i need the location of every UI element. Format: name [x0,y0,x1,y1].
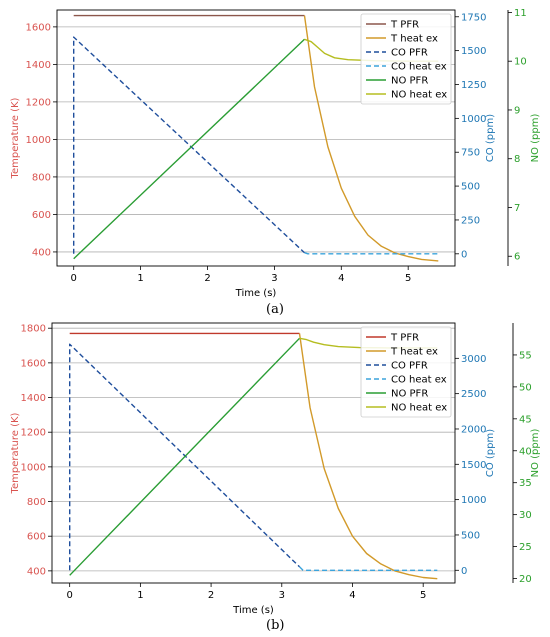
y-co-tick-label: 750 [461,148,480,159]
y-left-tick-label: 1600 [26,22,51,33]
y-no-tick-label: 10 [514,57,527,68]
chart-panel-0: 0 1 2 3 4 5 Time (s) 400 600 800 1000 1200 1400 1600 T… [10,8,541,299]
x-tick-label: 2 [204,273,210,284]
legend-label: CO heat ex [391,62,447,73]
y-left-tick-label: 1600 [21,358,46,369]
y-co-tick-label: 2500 [461,389,486,400]
x-tick-label: 2 [208,590,214,601]
y-co-tick-label: 250 [461,215,480,226]
y-co-tick-label: 3000 [461,354,486,365]
y-co-tick-label: 2000 [461,424,486,435]
x-tick-label: 4 [338,273,344,284]
y-no-tick-label: 45 [519,414,532,425]
x-tick-label: 1 [137,590,143,601]
y-no-tick-label: 11 [514,8,527,19]
y-co-axis-title: CO (ppm) [485,114,496,162]
y-no-axis-title: NO (ppm) [530,429,541,478]
y-co-tick-label: 1000 [461,114,486,125]
y-co-tick-label: 500 [461,182,480,193]
legend-label: CO heat ex [391,375,447,386]
x-tick-label: 3 [271,273,277,284]
x-tick-label: 5 [420,590,426,601]
y-left-tick-label: 1400 [21,393,46,404]
y-no-tick-label: 55 [519,350,532,361]
y-left-tick-label: 1000 [26,135,51,146]
series-line-1 [298,333,438,580]
y-left-tick-label: 1000 [21,462,46,473]
y-co-tick-label: 0 [461,566,467,577]
series-line-3 [299,566,438,571]
y-no-tick-label: 8 [514,154,520,165]
legend-label: T PFR [390,20,419,31]
y-no-tick-label: 50 [519,382,532,393]
x-tick-label: 1 [137,273,143,284]
x-tick-label: 0 [66,590,72,601]
y-co-tick-label: 1500 [461,46,486,57]
legend-label: NO PFR [391,389,428,400]
y-co-tick-label: 1000 [461,495,486,506]
y-co-tick-label: 1500 [461,460,486,471]
x-tick-label: 0 [71,273,77,284]
legend-box [360,13,452,105]
legend-label: NO heat ex [391,403,447,414]
plot-frame [51,322,456,584]
x-tick-label: 3 [279,590,285,601]
series-line-4 [73,38,305,260]
y-no-axis-title: NO (ppm) [530,114,541,163]
y-no-tick-label: 40 [519,446,532,457]
series-line-2 [72,36,305,254]
legend-label: NO heat ex [391,90,447,101]
y-left-tick-label: 1200 [21,428,46,439]
panel-label-b: (b) [266,618,285,633]
legend-label: NO PFR [391,76,428,87]
legend-label: CO PFR [391,361,428,372]
y-left-tick-label: 400 [32,247,51,258]
y-left-tick-label: 1200 [26,97,51,108]
y-no-tick-label: 6 [514,252,520,263]
y-co-tick-label: 0 [461,249,467,260]
legend-label: T heat ex [390,34,438,45]
series-line-3 [304,252,439,255]
legend-box [360,326,452,418]
y-co-tick-label: 1250 [461,80,486,91]
y-co-tick-label: 1750 [461,12,486,23]
y-left-tick-label: 1400 [26,60,51,71]
x-axis-title: Time (s) [235,288,277,299]
y-left-tick-label: 400 [27,566,46,577]
y-no-tick-label: 35 [519,478,532,489]
y-left-tick-label: 1800 [21,324,46,335]
y-left-axis-title: Temperature (K) [10,412,21,494]
y-left-tick-label: 600 [32,210,51,221]
x-axis-title: Time (s) [232,605,274,616]
y-left-axis-title: Temperature (K) [10,97,21,179]
y-left-tick-label: 800 [32,172,51,183]
y-left-tick-label: 800 [27,497,46,508]
y-no-tick-label: 9 [514,105,520,116]
y-no-tick-label: 25 [519,542,532,553]
x-tick-label: 4 [349,590,355,601]
y-no-tick-label: 30 [519,510,532,521]
series-line-2 [68,343,300,571]
y-no-tick-label: 7 [514,203,520,214]
legend-label: CO PFR [391,48,428,59]
y-co-tick-label: 500 [461,530,480,541]
legend-label: T heat ex [390,347,438,358]
series-line-1 [303,15,439,262]
y-left-tick-label: 600 [27,532,46,543]
y-no-tick-label: 20 [519,574,532,585]
legend-label: T PFR [390,333,419,344]
y-co-axis-title: CO (ppm) [485,429,496,477]
series-line-4 [69,337,301,576]
panel-label-a: (a) [266,302,284,317]
plot-frame [56,9,456,267]
x-tick-label: 5 [405,273,411,284]
